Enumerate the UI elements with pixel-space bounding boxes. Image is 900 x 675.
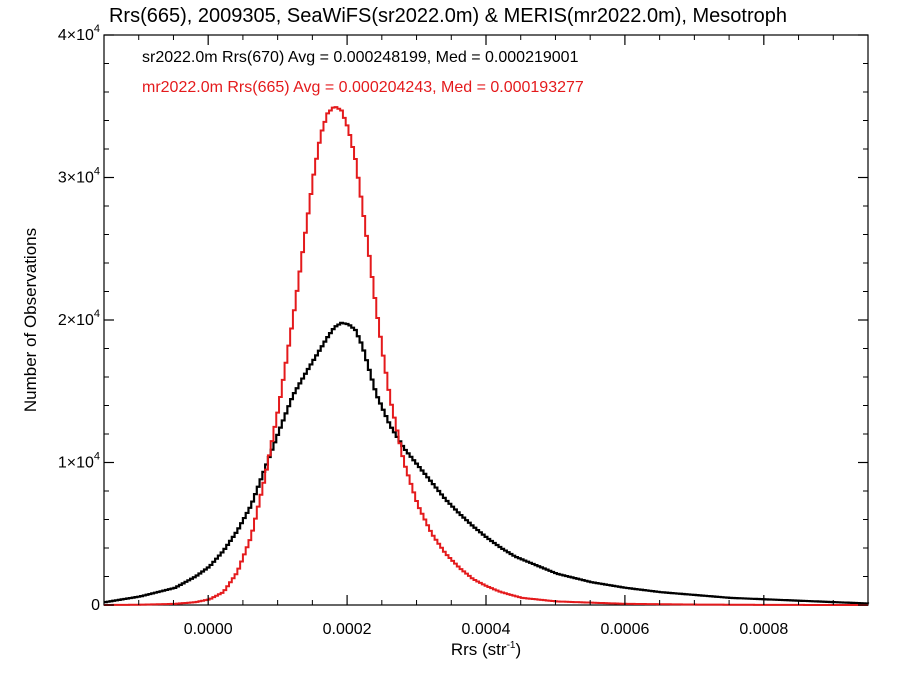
- x-axis-label-sup: -1: [507, 640, 516, 651]
- x-axis-label-end: ): [515, 640, 521, 659]
- x-tick-label: 0.0000: [184, 621, 233, 638]
- x-tick-label: 0.0008: [739, 621, 788, 638]
- legend-entry-sr2022: sr2022.0m Rrs(670) Avg = 0.000248199, Me…: [142, 49, 579, 66]
- series-line-mr2022: [104, 106, 868, 606]
- series-line-sr2022: [104, 321, 870, 605]
- x-tick-label: 0.0002: [323, 621, 372, 638]
- y-axis-label: Number of Observations: [21, 228, 40, 412]
- x-tick-label: 0.0006: [600, 621, 649, 638]
- y-tick-label: 1×104: [58, 451, 100, 472]
- y-tick-label: 3×104: [58, 166, 100, 187]
- y-tick-label: 4×104: [58, 23, 100, 44]
- series-layer: [104, 106, 870, 606]
- x-axis-label: Rrs (str-1): [451, 640, 521, 659]
- y-tick-label: 0: [91, 597, 100, 614]
- chart-title: Rrs(665), 2009305, SeaWiFS(sr2022.0m) & …: [109, 5, 787, 27]
- y-tick-label: 2×104: [58, 308, 100, 329]
- x-axis-label-main: Rrs (str: [451, 640, 507, 659]
- axis-ticks: 0.0000 0.0002 0.0004 0.0006 0.0008 0 1×104 2×10…: [58, 23, 868, 638]
- plot-frame: [103, 34, 869, 606]
- legend-entry-mr2022: mr2022.0m Rrs(665) Avg = 0.000204243, Me…: [142, 79, 584, 96]
- x-tick-label: 0.0004: [462, 621, 511, 638]
